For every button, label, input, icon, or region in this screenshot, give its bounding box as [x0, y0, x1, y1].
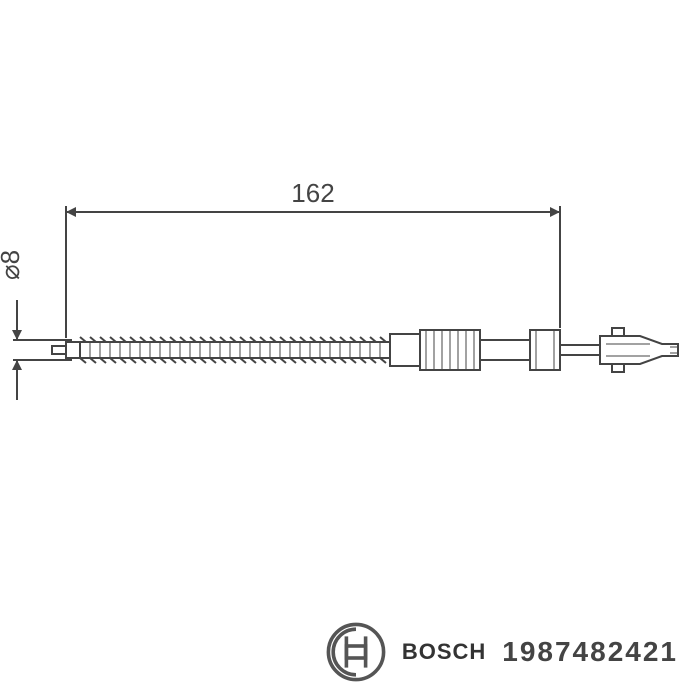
technical-drawing-svg: ⌀8 162 — [0, 0, 700, 700]
svg-text:⌀8: ⌀8 — [0, 250, 25, 280]
svg-text:162: 162 — [291, 178, 334, 208]
brand-label: BOSCH — [402, 639, 486, 665]
part-number-label: 1987482421 — [502, 636, 678, 668]
bosch-logo-icon — [326, 622, 386, 682]
footer: BOSCH 1987482421 — [326, 622, 678, 682]
drawing-canvas: ⌀8 162 BOSCH 1987482421 — [0, 0, 700, 700]
